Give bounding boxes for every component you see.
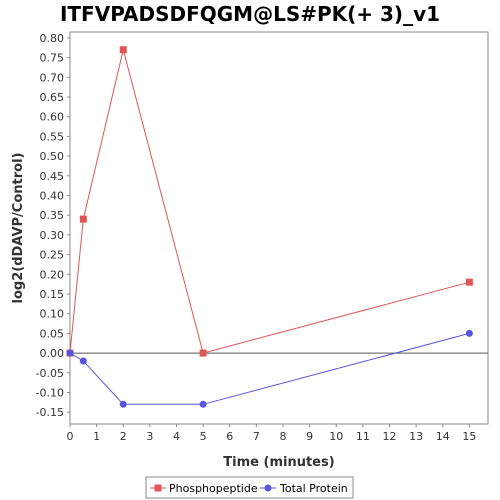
- x-tick-label: 7: [253, 430, 260, 443]
- y-tick-label: 0.45: [40, 170, 65, 183]
- data-point-phosphopeptide: [119, 46, 127, 54]
- x-tick-label: 9: [306, 430, 313, 443]
- x-tick-label: 4: [173, 430, 180, 443]
- plot-area: [69, 31, 489, 425]
- legend-phosphopeptide-label: Phosphopeptide: [169, 482, 258, 495]
- x-tick-label: 1: [93, 430, 100, 443]
- y-tick-label: -0.05: [36, 367, 64, 380]
- chart-title: ITFVPADSDFQGM@LS#PK(+ 3)_v1: [59, 2, 441, 26]
- legend-total-protein-marker: [264, 484, 272, 492]
- legend-box: [145, 476, 354, 499]
- x-tick-label: 3: [146, 430, 153, 443]
- y-tick-label: 0.00: [40, 347, 65, 360]
- y-tick-label: 0.10: [40, 308, 65, 321]
- data-point-total-protein: [199, 400, 207, 408]
- y-tick-label: 0.65: [40, 91, 65, 104]
- y-tick-label: 0.05: [40, 327, 65, 340]
- x-tick-label: 11: [356, 430, 370, 443]
- y-tick-label: 0.60: [40, 111, 65, 124]
- data-point-total-protein: [66, 349, 74, 357]
- y-tick-label: 0.35: [40, 209, 65, 222]
- x-tick-label: 10: [329, 430, 343, 443]
- y-tick-label: 0.20: [40, 268, 65, 281]
- data-point-total-protein: [79, 357, 87, 365]
- data-point-phosphopeptide: [199, 349, 207, 357]
- y-tick-label: 0.50: [40, 150, 65, 163]
- y-tick-label: 0.55: [40, 130, 65, 143]
- legend-total-protein-label: Total Protein: [279, 482, 348, 495]
- y-tick-label: 0.75: [40, 52, 65, 65]
- x-tick-label: 12: [382, 430, 396, 443]
- y-tick-label: 0.15: [40, 288, 65, 301]
- y-tick-label: 0.40: [40, 189, 65, 202]
- data-point-total-protein: [465, 329, 473, 337]
- data-point-total-protein: [119, 400, 127, 408]
- y-tick-label: 0.70: [40, 71, 65, 84]
- x-tick-label: 6: [226, 430, 233, 443]
- x-tick-label: 0: [67, 430, 74, 443]
- y-axis-title: log2(dDAVP/Control): [11, 153, 26, 304]
- y-tick-label: 0.80: [40, 32, 65, 45]
- x-axis-title: Time (minutes): [223, 455, 334, 470]
- data-point-phosphopeptide: [79, 215, 87, 223]
- x-tick-label: 13: [409, 430, 423, 443]
- y-tick-label: 0.30: [40, 229, 65, 242]
- legend: Phosphopeptide Total Protein: [145, 476, 354, 499]
- x-tick-label: 15: [462, 430, 476, 443]
- y-tick-label: -0.15: [36, 406, 64, 419]
- y-tick-label: 0.25: [40, 249, 65, 262]
- x-tick-label: 14: [436, 430, 450, 443]
- legend-phosphopeptide-marker: [154, 484, 162, 492]
- x-tick-label: 5: [200, 430, 207, 443]
- y-tick-label: -0.10: [36, 386, 64, 399]
- x-tick-label: 2: [120, 430, 127, 443]
- x-tick-label: 8: [279, 430, 286, 443]
- data-point-phosphopeptide: [465, 278, 473, 286]
